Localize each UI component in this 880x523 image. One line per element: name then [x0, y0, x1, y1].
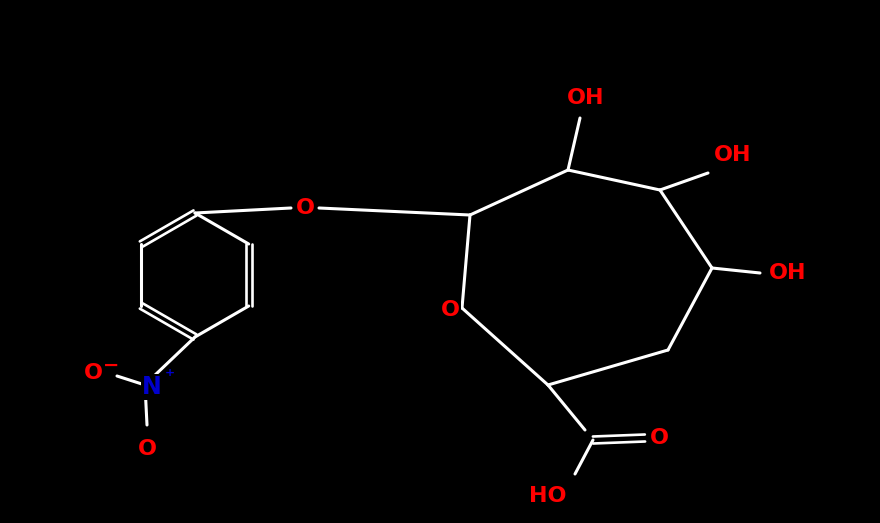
Text: O: O	[137, 439, 157, 459]
Text: ⁺: ⁺	[165, 368, 175, 386]
Text: HO: HO	[529, 486, 567, 506]
Text: N: N	[143, 375, 162, 399]
Text: O: O	[649, 428, 669, 448]
Text: O: O	[296, 198, 314, 218]
Text: −: −	[103, 356, 119, 374]
Text: O: O	[84, 363, 102, 383]
Text: OH: OH	[769, 263, 807, 283]
Text: OH: OH	[568, 88, 605, 108]
Text: O: O	[441, 300, 459, 320]
Text: OH: OH	[715, 145, 752, 165]
